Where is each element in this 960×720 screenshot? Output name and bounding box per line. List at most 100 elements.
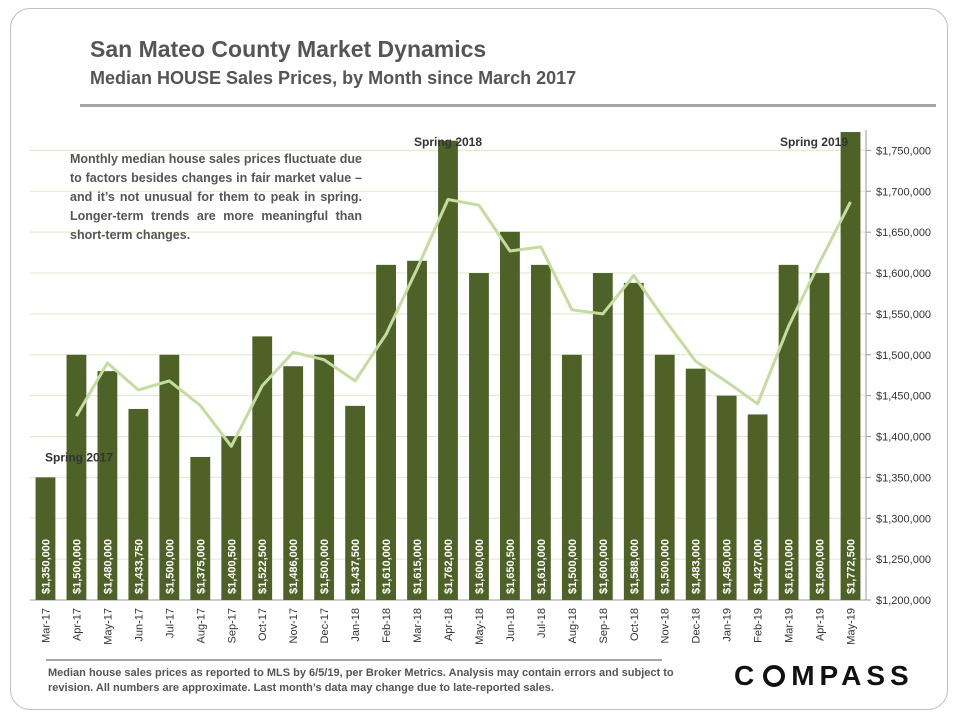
bar-data-label: $1,350,000 xyxy=(40,539,52,594)
x-tick-label: Jan-18 xyxy=(350,608,362,642)
bar xyxy=(716,395,737,600)
bar xyxy=(500,231,520,601)
bar xyxy=(623,282,644,600)
bar-data-label: $1,500,000 xyxy=(71,539,83,594)
y-tick-label: $1,400,000 xyxy=(876,432,931,444)
header-divider xyxy=(80,104,936,107)
page-title: San Mateo County Market Dynamics xyxy=(90,36,487,62)
bar-data-label: $1,650,500 xyxy=(505,539,517,594)
logo-text-left: C xyxy=(734,660,760,691)
bar xyxy=(561,354,582,600)
bar xyxy=(128,408,149,600)
bar-data-label: $1,400,500 xyxy=(226,539,238,594)
x-tick-label: Nov-17 xyxy=(288,608,300,643)
bar-data-label: $1,610,000 xyxy=(536,539,548,594)
x-tick-label: Aug-18 xyxy=(567,608,579,643)
bar xyxy=(809,273,830,600)
page-subtitle: Median HOUSE Sales Prices, by Month sinc… xyxy=(90,68,577,88)
bar-data-label: $1,600,000 xyxy=(474,539,486,594)
x-tick-label: Dec-18 xyxy=(691,608,703,643)
bar xyxy=(66,354,87,600)
x-tick-label: Aug-17 xyxy=(195,608,207,643)
y-tick-label: $1,450,000 xyxy=(876,391,931,403)
x-tick-label: Dec-17 xyxy=(319,608,331,643)
bar-data-label: $1,500,000 xyxy=(660,539,672,594)
bar-data-label: $1,600,000 xyxy=(815,539,827,594)
x-tick-label: Apr-17 xyxy=(71,608,83,641)
bar xyxy=(407,260,427,600)
bar xyxy=(592,273,613,600)
y-tick-label: $1,350,000 xyxy=(876,472,931,484)
y-tick-label: $1,250,000 xyxy=(876,554,931,566)
x-tick-label: Sep-17 xyxy=(226,608,238,643)
footnote: Median house sales prices as reported to… xyxy=(48,667,674,694)
compass-logo: C MPASS xyxy=(734,656,914,696)
x-tick-label: Jun-18 xyxy=(505,608,517,642)
bar-data-label: $1,772,500 xyxy=(846,539,858,594)
x-tick-label: Feb-19 xyxy=(753,608,765,643)
y-tick-label: $1,300,000 xyxy=(876,513,931,525)
x-tick-label: Jul-18 xyxy=(536,608,548,638)
x-tick-label: Jan-19 xyxy=(722,608,734,642)
x-tick-label: Feb-18 xyxy=(381,608,393,643)
bar-data-label: $1,500,000 xyxy=(567,539,579,594)
bar-data-label: $1,437,500 xyxy=(350,539,362,594)
x-tick-label: Nov-18 xyxy=(660,608,672,643)
bar xyxy=(159,354,180,600)
spring-annotation: Spring 2018 xyxy=(414,135,482,149)
bar-data-label: $1,762,000 xyxy=(443,539,455,594)
bar-data-label: $1,500,000 xyxy=(164,539,176,594)
x-tick-label: Apr-18 xyxy=(443,608,455,641)
spring-annotation: Spring 2019 xyxy=(780,135,848,149)
x-tick-label: Jul-17 xyxy=(164,608,176,638)
y-tick-label: $1,650,000 xyxy=(876,227,931,239)
bar-data-label: $1,522,500 xyxy=(257,539,269,594)
bar xyxy=(685,368,706,600)
x-tick-label: Mar-17 xyxy=(40,608,52,643)
bar xyxy=(252,336,273,600)
x-tick-label: Apr-19 xyxy=(815,608,827,641)
bar-data-label: $1,588,000 xyxy=(629,539,641,594)
y-tick-label: $1,600,000 xyxy=(876,268,931,280)
bar xyxy=(778,264,799,600)
bar xyxy=(283,366,304,600)
spring-annotation: Spring 2017 xyxy=(45,450,113,464)
y-tick-label: $1,550,000 xyxy=(876,309,931,321)
bar xyxy=(97,371,118,600)
bar xyxy=(314,354,335,600)
bar-data-label: $1,450,000 xyxy=(722,539,734,594)
bar xyxy=(438,140,458,600)
y-tick-label: $1,200,000 xyxy=(876,595,931,607)
bar-data-label: $1,486,000 xyxy=(288,539,300,594)
x-tick-label: Mar-18 xyxy=(412,608,424,643)
x-tick-label: Mar-19 xyxy=(784,608,796,643)
x-tick-label: Jun-17 xyxy=(133,608,145,642)
bar-data-label: $1,433,750 xyxy=(133,539,145,594)
logo-ring-icon xyxy=(763,665,786,687)
y-tick-label: $1,750,000 xyxy=(876,145,931,157)
bar xyxy=(345,405,366,600)
bar-data-label: $1,600,000 xyxy=(598,539,610,594)
logo-text-right: MPASS xyxy=(791,660,914,691)
chart-note: Monthly median house sales prices fluctu… xyxy=(70,152,362,242)
x-tick-label: Oct-18 xyxy=(629,608,641,641)
bar-data-label: $1,610,000 xyxy=(784,539,796,594)
bar xyxy=(654,354,675,600)
bar xyxy=(376,264,396,600)
bar-data-label: $1,480,000 xyxy=(102,539,114,594)
bar xyxy=(840,132,861,601)
bar-data-label: $1,427,000 xyxy=(753,539,765,594)
bar-data-label: $1,500,000 xyxy=(319,539,331,594)
x-tick-label: May-18 xyxy=(474,608,486,645)
trend-line xyxy=(75,198,852,448)
x-tick-label: Sep-18 xyxy=(598,608,610,643)
bar-data-label: $1,483,000 xyxy=(691,539,703,594)
bar-data-label: $1,375,000 xyxy=(195,539,207,594)
bar xyxy=(530,264,551,600)
footer-divider xyxy=(46,659,662,661)
y-tick-label: $1,700,000 xyxy=(876,186,931,198)
bar-data-label: $1,610,000 xyxy=(381,539,393,594)
x-tick-label: Oct-17 xyxy=(257,608,269,641)
bar xyxy=(747,414,768,600)
